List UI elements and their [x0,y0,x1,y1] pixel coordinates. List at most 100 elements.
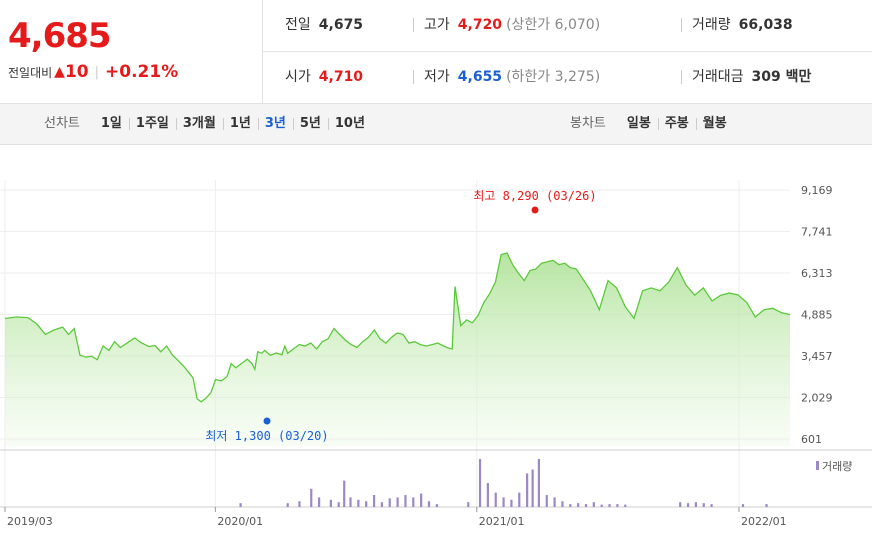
tab-1d[interactable]: 1일 [100,116,122,131]
info-row-2: 시가 4,710 저가 4,655 (하한가 3,275) 거래대금 309 백만 [263,52,872,103]
line-chart-title: 선차트 [44,116,80,131]
tab-1y[interactable]: 1년 [222,104,258,144]
y-tick-label: 6,313 [801,267,833,280]
tab-daily[interactable]: 일봉 [626,116,651,131]
volume-bar [286,503,289,507]
volume-bar [600,504,603,507]
volume-bar [357,499,360,507]
change-percent: +0.21% [105,62,179,82]
divider: | [94,64,100,80]
volume-bar [337,502,340,507]
info-row-1: 전일 4,675 고가 4,720 (상한가 6,070) 거래량 66,038 [263,0,872,52]
x-tick-label: 2021/01 [479,515,525,528]
volume-bar [404,495,407,507]
volume-bar [380,502,383,507]
volume-bar [427,501,431,507]
volume-bar [435,504,438,507]
volume-bar [616,504,619,507]
low-annotation: 최저 1,300 (03/20) [205,429,328,443]
volume-bar [526,473,529,507]
x-tick-label: 2020/01 [217,515,263,528]
volume-bar [553,497,556,507]
open-label: 시가 [285,69,311,85]
volume: 거래량 66,038 [681,0,793,51]
y-tick-label: 2,029 [801,392,833,405]
volume-bar [318,497,321,507]
volume-bar [741,504,745,507]
volume-bar [310,488,313,507]
prev-close-label: 전일 [285,17,311,33]
volume-bar [486,483,489,507]
y-tick-label: 4,885 [801,309,833,322]
tab-10y[interactable]: 10년 [327,104,372,144]
volume-legend-swatch [816,461,819,470]
volume-bar [569,504,572,507]
volume-bar [396,497,399,507]
volume-bar [518,492,521,507]
volume-bar [694,502,697,507]
high-price: 고가 4,720 (상한가 6,070) [413,0,600,51]
volume-bar [412,497,415,507]
high-label: 고가 [424,17,450,33]
volume-bar [467,502,470,507]
volume-bar [388,498,391,507]
low-marker [263,417,271,425]
price-line [4,252,791,403]
amount-value: 309 백만 [751,69,812,85]
price-area [5,253,790,446]
volume-bar [365,501,368,507]
chart-tabs-bar: 선차트 1일 1주일 3개월 1년 3년 5년 10년 봉차트 일봉 주봉 월봉 [0,104,872,145]
volume-label: 거래량 [692,17,731,33]
price-box: 4,685 전일대비 ▲ 10 | +0.21% [0,0,263,103]
volume-bar [702,503,705,507]
volume-legend-label: 거래량 [822,460,852,473]
volume-bar [710,504,713,507]
prev-close: 전일 4,675 [285,0,363,51]
volume-bar [349,497,352,507]
prev-close-value: 4,675 [318,17,364,33]
change-label: 전일대비 [8,65,53,80]
low-price: 저가 4,655 (하한가 3,275) [413,52,600,103]
volume-bar [372,495,376,507]
tab-3y[interactable]: 3년 [257,104,293,144]
volume-bar [343,480,346,507]
volume-bar [686,503,690,507]
tab-5y[interactable]: 5년 [292,104,328,144]
volume-bar [531,469,534,507]
tab-weekly[interactable]: 주봉 [657,104,696,144]
amount-label: 거래대금 [692,69,744,85]
volume-bar [329,499,332,507]
y-tick-label: 9,169 [801,184,833,197]
low-value: 4,655 [457,69,503,85]
volume-value: 66,038 [738,17,793,33]
open-price: 시가 4,710 [285,52,363,103]
volume-bar [510,499,513,507]
volume-bar [584,504,588,507]
x-tick-label: 2019/03 [7,515,53,528]
volume-bar [494,492,497,507]
y-tick-label: 7,741 [801,226,833,239]
candle-chart-title: 봉차트 [570,116,606,131]
tab-monthly[interactable]: 월봉 [695,104,734,144]
change-value: 10 [64,62,89,82]
tab-3m[interactable]: 3개월 [175,104,223,144]
volume-bar [679,502,682,507]
y-tick-label: 601 [801,433,822,446]
current-price: 4,685 [8,16,112,56]
tab-1w[interactable]: 1주일 [128,104,176,144]
volume-bar [592,502,595,507]
volume-bar [298,501,301,507]
quote-header: 4,685 전일대비 ▲ 10 | +0.21% 전일 4,675 고가 4,720… [0,0,872,104]
candle-chart-tabs: 봉차트 일봉 주봉 월봉 [570,104,734,144]
volume-bar [608,504,611,507]
low-label: 저가 [424,69,450,85]
volume-bar [545,495,548,507]
volume-bar [561,501,564,507]
quote-info-grid: 전일 4,675 고가 4,720 (상한가 6,070) 거래량 66,038 시가 4… [263,0,872,103]
volume-bar [624,504,627,507]
y-tick-label: 3,457 [801,350,833,363]
volume-bar [502,497,505,507]
volume-bar [239,503,242,507]
change-row: 전일대비 ▲ 10 | +0.21% [8,62,178,82]
high-annotation: 최고 8,290 (03/26) [473,189,596,203]
